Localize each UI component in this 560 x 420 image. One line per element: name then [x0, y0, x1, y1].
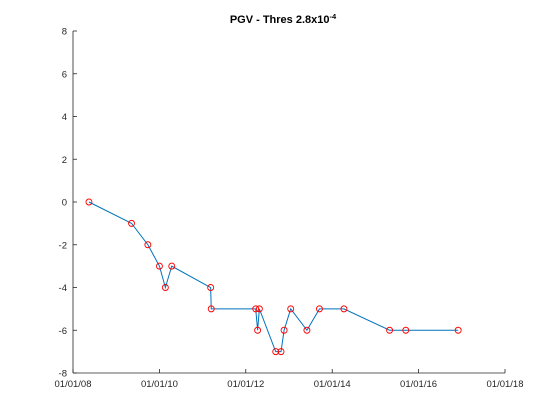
x-tick-label: 01/01/18: [487, 379, 524, 390]
data-point: [280, 326, 288, 334]
data-point: [402, 326, 410, 334]
x-tick-label: 01/01/16: [400, 379, 437, 390]
y-axis-ticks: -8 -6 -4 -2 0 2 4 6 8: [59, 27, 77, 380]
data-point: [272, 348, 280, 356]
y-tick-label: 8: [62, 27, 67, 38]
data-point: [207, 305, 215, 313]
y-tick-label: 2: [62, 155, 67, 166]
data-point: [454, 326, 462, 334]
x-tick-label: 01/01/14: [314, 379, 351, 390]
data-point: [316, 305, 323, 313]
y-tick-label: -4: [59, 283, 67, 294]
series-layer: [85, 198, 462, 356]
chart-title-main: PGV - Thres 2.8x10: [230, 14, 330, 26]
data-point: [255, 305, 263, 313]
y-tick-label: 4: [62, 112, 67, 123]
x-tick-label: 01/01/12: [227, 379, 264, 390]
x-tick-label: 01/01/10: [141, 379, 178, 390]
y-tick-label: -6: [59, 326, 67, 337]
data-point: [161, 284, 169, 291]
data-point: [144, 241, 152, 249]
x-tick-label: 01/01/08: [55, 379, 92, 390]
data-point: [340, 305, 348, 313]
y-tick-label: -2: [59, 240, 67, 251]
chart-title-superscript: -4: [330, 12, 337, 21]
y-tick-label: -8: [59, 369, 67, 380]
data-point: [207, 284, 215, 291]
y-tick-label: 6: [62, 69, 67, 80]
data-point: [155, 262, 163, 270]
x-axis-ticks: 01/01/08 01/01/10 01/01/12 01/01/14 01/01/16…: [55, 369, 524, 390]
data-point: [168, 262, 176, 270]
data-point: [85, 198, 93, 206]
data-point: [254, 326, 262, 334]
data-point: [287, 305, 295, 313]
y-tick-label: 0: [62, 198, 67, 209]
data-point: [303, 326, 311, 334]
data-point: [386, 326, 394, 334]
chart-title: PGV - Thres 2.8x10-4: [230, 12, 337, 26]
series-line: [88, 201, 459, 353]
data-point: [128, 219, 135, 227]
data-point: [252, 305, 260, 313]
data-point: [277, 348, 285, 356]
